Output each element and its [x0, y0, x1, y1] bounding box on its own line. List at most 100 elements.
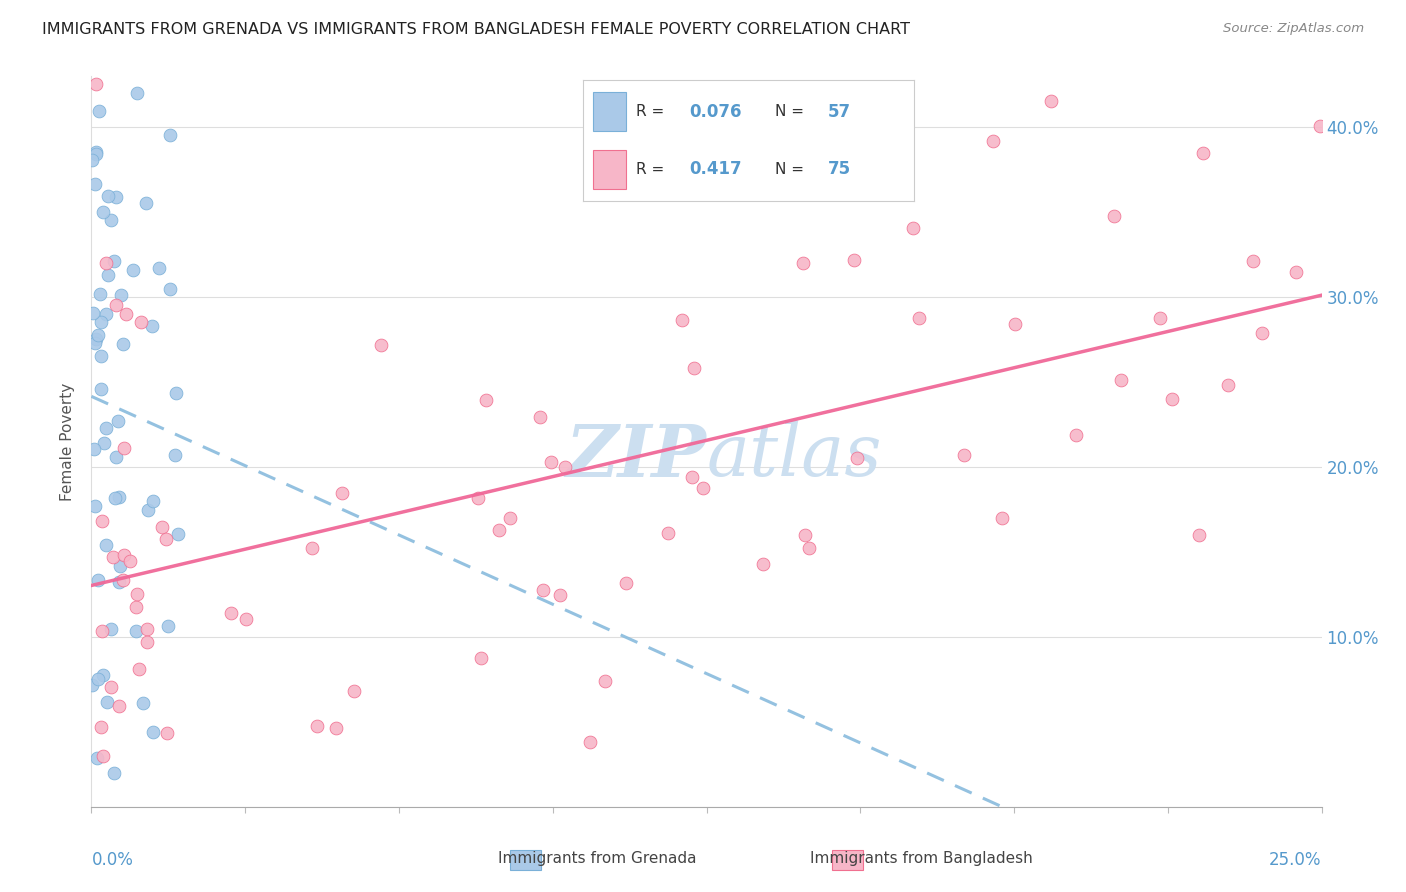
Point [1216, 377, 1239, 392]
Point [91, 515, 114, 529]
Point [83, 499, 105, 513]
Text: atlas: atlas [706, 421, 882, 491]
Text: Immigrants from Grenada: Immigrants from Grenada [498, 851, 697, 865]
Point [157, 618, 180, 632]
Point [83, 442, 105, 456]
Point [114, 307, 138, 321]
Point [120, 554, 142, 568]
Point [1243, 254, 1265, 268]
Point [150, 519, 173, 533]
Point [89, 383, 111, 397]
Point [540, 455, 562, 469]
Point [90, 350, 112, 364]
Point [136, 635, 159, 649]
Text: N =: N = [775, 161, 808, 177]
Point [953, 449, 976, 463]
Point [83, 177, 105, 191]
Point [159, 282, 181, 296]
Point [91, 749, 114, 764]
Point [148, 261, 170, 276]
Point [104, 450, 127, 465]
Point [87, 574, 110, 588]
Point [1039, 95, 1063, 109]
Point [125, 624, 148, 638]
Point [163, 448, 186, 462]
Point [219, 606, 242, 620]
Point [122, 262, 145, 277]
Point [90, 316, 112, 330]
Point [86, 145, 108, 160]
Point [671, 313, 693, 327]
Point [100, 680, 122, 694]
Point [1066, 428, 1088, 442]
Point [100, 213, 122, 227]
Point [578, 735, 600, 749]
Point [498, 511, 520, 525]
Point [475, 392, 498, 407]
Point [470, 651, 492, 665]
Point [125, 600, 148, 615]
Point [96, 420, 118, 434]
Point [554, 459, 576, 474]
Point [108, 559, 131, 574]
Point [87, 104, 110, 119]
Text: R =: R = [637, 104, 669, 120]
Point [159, 128, 181, 142]
Point [107, 414, 129, 428]
Point [681, 470, 703, 484]
Point [167, 527, 190, 541]
Point [1251, 326, 1274, 340]
Point [1149, 310, 1171, 325]
Point [138, 503, 160, 517]
Point [132, 697, 155, 711]
Point [142, 494, 165, 508]
Point [96, 256, 117, 270]
Point [110, 288, 132, 302]
Point [111, 573, 134, 587]
Point [467, 491, 489, 505]
Point [1187, 528, 1209, 542]
Point [155, 726, 177, 740]
Point [90, 720, 112, 734]
Text: 0.417: 0.417 [689, 161, 742, 178]
Point [103, 766, 125, 780]
Point [104, 190, 127, 204]
Point [981, 134, 1004, 148]
Point [96, 307, 117, 321]
Point [797, 541, 820, 555]
Point [89, 287, 111, 301]
Text: R =: R = [637, 161, 669, 177]
Point [529, 410, 551, 425]
Point [80, 678, 103, 692]
Point [683, 360, 706, 375]
Point [82, 305, 104, 319]
Point [1309, 119, 1331, 133]
Point [97, 189, 120, 203]
Point [1191, 145, 1213, 160]
Point [105, 298, 127, 312]
Point [129, 316, 152, 330]
Point [97, 268, 120, 282]
Point [908, 311, 931, 326]
Point [128, 662, 150, 676]
Point [93, 436, 115, 450]
Point [548, 588, 571, 602]
Point [305, 719, 328, 733]
Point [1109, 373, 1132, 387]
Text: 0.076: 0.076 [689, 103, 742, 120]
Point [80, 153, 103, 167]
Point [91, 204, 114, 219]
Point [112, 337, 135, 351]
Point [112, 548, 135, 562]
Text: Immigrants from Bangladesh: Immigrants from Bangladesh [810, 851, 1032, 865]
Point [107, 699, 129, 714]
Point [330, 485, 353, 500]
Text: 75: 75 [828, 161, 851, 178]
Point [614, 575, 637, 590]
Point [488, 524, 510, 538]
Point [657, 526, 679, 541]
Point [842, 252, 865, 267]
Point [343, 684, 366, 698]
Point [90, 624, 112, 638]
Point [301, 541, 323, 555]
